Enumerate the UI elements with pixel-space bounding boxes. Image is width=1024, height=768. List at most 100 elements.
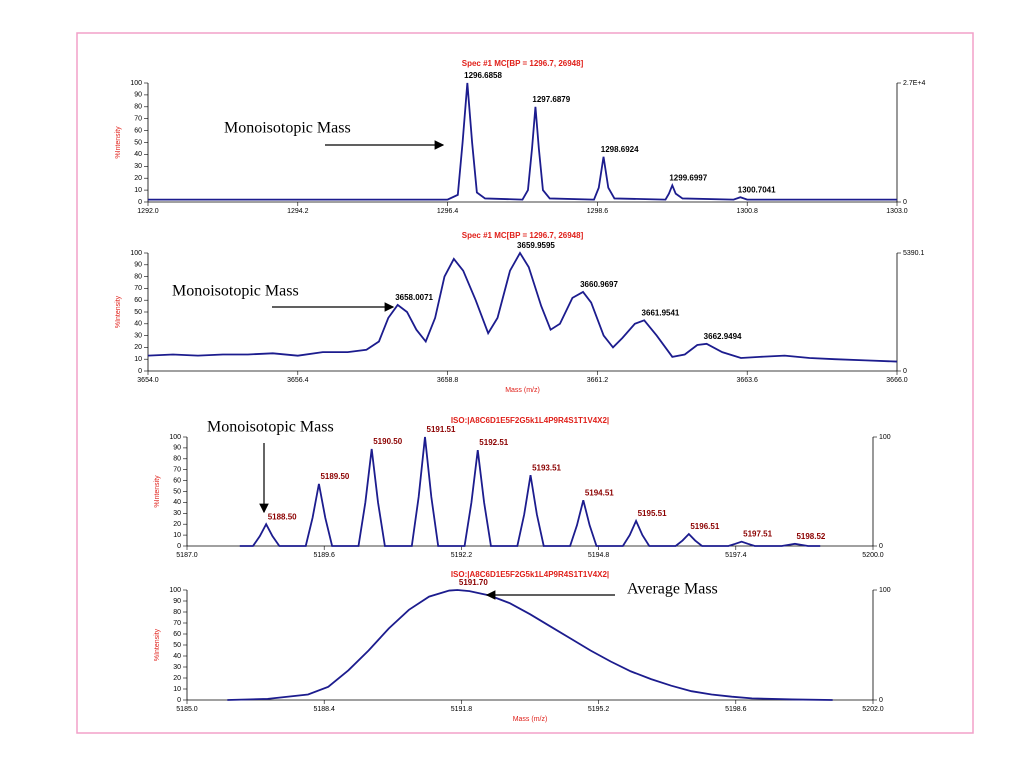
y-tick-label: 0 — [177, 697, 181, 704]
peak-label: 5190.50 — [373, 437, 402, 446]
x-tick-label: 5194.8 — [588, 552, 610, 559]
y-tick-label: 0 — [138, 199, 142, 206]
y-tick-label: 90 — [173, 598, 181, 605]
annotation: Monoisotopic Mass — [207, 419, 334, 436]
y-tick-label: 30 — [173, 664, 181, 671]
x-axis-label: Mass (m/z) — [513, 716, 548, 723]
annotation: Monoisotopic Mass — [172, 283, 299, 300]
y-tick-label: 40 — [173, 499, 181, 506]
x-tick-label: 3654.0 — [137, 377, 159, 384]
y-tick-label: 100 — [130, 80, 142, 87]
y-tick-label: 10 — [173, 532, 181, 539]
annotation: Monoisotopic Mass — [224, 120, 351, 137]
y-tick-label: 10 — [134, 187, 142, 194]
y-tick-label: 30 — [134, 332, 142, 339]
y2-tick-label: 0 — [903, 199, 907, 206]
y-tick-label: 40 — [134, 151, 142, 158]
y2-tick-label: 100 — [879, 587, 891, 594]
peak-label: 3662.9494 — [704, 332, 742, 341]
x-tick-label: 3661.2 — [587, 377, 609, 384]
peak-label: 5195.51 — [638, 509, 667, 518]
peak-label: 3659.9595 — [517, 241, 555, 250]
y-tick-label: 10 — [134, 356, 142, 363]
peak-label: 5192.51 — [479, 438, 508, 447]
x-tick-label: 3666.0 — [886, 377, 908, 384]
x-tick-label: 1303.0 — [886, 208, 908, 215]
y-tick-label: 60 — [134, 127, 142, 134]
x-axis-label: Mass (m/z) — [505, 387, 540, 394]
peak-label: 5197.51 — [743, 530, 772, 539]
y-tick-label: 100 — [169, 434, 181, 441]
y2-tick-label: 0 — [879, 697, 883, 704]
y-tick-label: 90 — [134, 92, 142, 99]
y2-tick-label: 0 — [903, 368, 907, 375]
peak-label: 1296.6858 — [464, 71, 502, 80]
y-tick-label: 80 — [134, 273, 142, 280]
x-tick-label: 3658.8 — [437, 377, 459, 384]
y-axis-label: %Intensity — [115, 126, 122, 159]
peak-label: 5191.51 — [427, 425, 456, 434]
x-tick-label: 1292.0 — [137, 208, 159, 215]
peak-label: 1300.7041 — [738, 185, 776, 194]
y-tick-label: 90 — [173, 445, 181, 452]
peak-label: 5193.51 — [532, 463, 561, 472]
y-tick-label: 70 — [173, 620, 181, 627]
peak-label: 3658.0071 — [395, 293, 433, 302]
y-tick-label: 50 — [134, 309, 142, 316]
y-tick-label: 20 — [173, 521, 181, 528]
y-tick-label: 30 — [134, 163, 142, 170]
y-tick-label: 0 — [138, 368, 142, 375]
x-tick-label: 5188.4 — [313, 706, 335, 713]
x-tick-label: 5185.0 — [176, 706, 198, 713]
y-tick-label: 50 — [173, 488, 181, 495]
peak-label: 5188.50 — [268, 512, 297, 521]
y-tick-label: 80 — [134, 104, 142, 111]
y-axis-label: %Intensity — [154, 475, 161, 508]
peak-label: 1299.6997 — [669, 173, 707, 182]
x-tick-label: 1300.8 — [736, 208, 758, 215]
annotation: Average Mass — [627, 581, 718, 598]
chart-title: ISO:|A8C6D1E5F2G5k1L4P9R4S1T1V4X2| — [451, 570, 609, 579]
y-tick-label: 20 — [134, 344, 142, 351]
y-tick-label: 20 — [134, 175, 142, 182]
x-tick-label: 1296.4 — [437, 208, 459, 215]
x-tick-label: 5198.6 — [725, 706, 747, 713]
y2-tick-label: 0 — [879, 543, 883, 550]
x-tick-label: 5202.0 — [862, 706, 884, 713]
y-tick-label: 100 — [130, 250, 142, 257]
y-tick-label: 0 — [177, 543, 181, 550]
y-tick-label: 40 — [134, 321, 142, 328]
y-tick-label: 80 — [173, 609, 181, 616]
y-tick-label: 60 — [173, 477, 181, 484]
y2-tick-label: 100 — [879, 434, 891, 441]
peak-label: 5189.50 — [320, 472, 349, 481]
peak-label: 1298.6924 — [601, 145, 639, 154]
y-tick-label: 30 — [173, 510, 181, 517]
y-tick-label: 90 — [134, 262, 142, 269]
peak-label: 5191.70 — [459, 578, 488, 587]
slide-border — [76, 32, 974, 734]
y-tick-label: 70 — [134, 285, 142, 292]
spectrum-line — [147, 251, 898, 363]
x-tick-label: 1298.6 — [587, 208, 609, 215]
peak-label: 3661.9541 — [642, 308, 680, 317]
y2-tick-label: 2.7E+4 — [903, 80, 925, 87]
spectrum-line — [239, 436, 821, 547]
y-axis-label: %Intensity — [154, 628, 161, 661]
x-tick-label: 3656.4 — [287, 377, 309, 384]
x-tick-label: 5191.8 — [451, 706, 473, 713]
x-tick-label: 3663.6 — [736, 377, 758, 384]
y-tick-label: 10 — [173, 686, 181, 693]
peak-label: 5198.52 — [796, 532, 825, 541]
spectrum-line — [148, 82, 897, 201]
y-tick-label: 40 — [173, 653, 181, 660]
peak-label: 5194.51 — [585, 488, 614, 497]
y-tick-label: 20 — [173, 675, 181, 682]
y-tick-label: 50 — [173, 642, 181, 649]
chart-title: Spec #1 MC[BP = 1296.7, 26948] — [462, 231, 584, 240]
y2-tick-label: 5390.1 — [903, 250, 925, 257]
y-tick-label: 60 — [173, 631, 181, 638]
x-tick-label: 5197.4 — [725, 552, 747, 559]
y-tick-label: 70 — [134, 116, 142, 123]
